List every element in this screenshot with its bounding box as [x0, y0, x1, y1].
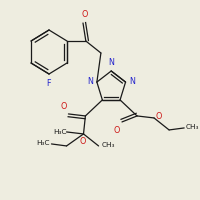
- Text: O: O: [82, 10, 88, 19]
- Text: CH₃: CH₃: [101, 142, 115, 148]
- Text: O: O: [60, 102, 67, 111]
- Text: F: F: [46, 79, 50, 88]
- Text: H₃C: H₃C: [53, 129, 67, 135]
- Text: N: N: [108, 58, 114, 67]
- Text: O: O: [79, 137, 86, 146]
- Text: H₃C: H₃C: [36, 140, 50, 146]
- Text: O: O: [156, 112, 162, 121]
- Text: CH₃: CH₃: [186, 124, 200, 130]
- Text: O: O: [114, 126, 120, 135]
- Text: N: N: [129, 77, 135, 86]
- Text: N: N: [87, 77, 93, 86]
